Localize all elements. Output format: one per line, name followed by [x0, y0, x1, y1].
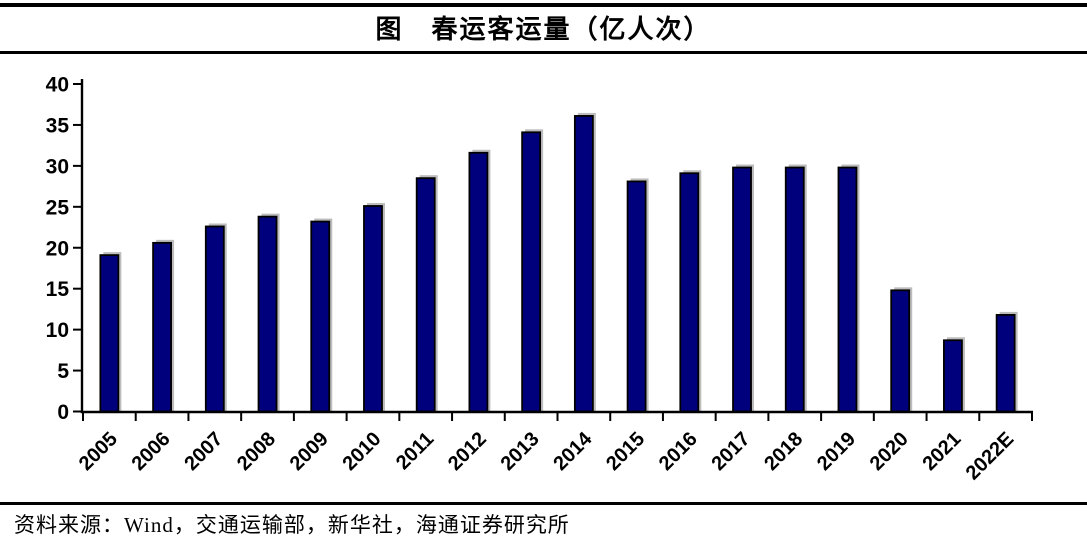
x-axis-label-2013: 2013 — [497, 428, 544, 475]
x-axis-label-2018: 2018 — [760, 428, 807, 475]
y-axis-label: 30 — [46, 155, 69, 178]
bar-2020 — [890, 289, 911, 413]
y-axis-label: 40 — [46, 74, 69, 97]
x-axis-label-2019: 2019 — [813, 428, 860, 475]
bar-chart: 0 5 10 15 20 25 30 35 40 2005 2006 2007 2008 2009 2010… — [46, 74, 1033, 484]
bar-2022E — [995, 313, 1016, 413]
bar-2017 — [732, 166, 752, 413]
y-axis-label: 35 — [46, 114, 70, 137]
source-divider — [0, 502, 1087, 505]
y-axis-label: 5 — [57, 360, 69, 383]
bar-2014 — [573, 115, 594, 413]
bar-2018 — [784, 166, 805, 413]
x-axis-label-2012: 2012 — [444, 428, 491, 475]
bar-2013 — [521, 131, 542, 413]
y-axis-label: 10 — [46, 319, 69, 342]
bar-2006 — [152, 241, 172, 413]
y-axis-label: 0 — [57, 401, 69, 424]
x-axis-label-2014: 2014 — [549, 427, 597, 475]
x-axis-label-2008: 2008 — [233, 428, 280, 475]
source-note: 资料来源：Wind，交通运输部，新华社，海通证券研究所 — [14, 513, 570, 537]
y-axis-label: 15 — [46, 278, 70, 301]
x-axis-label-2005: 2005 — [75, 428, 122, 475]
x-axis-label-2022E: 2022E — [962, 428, 1018, 484]
bar-2010 — [363, 205, 383, 413]
x-axis-label-2021: 2021 — [918, 428, 965, 475]
bar-2007 — [204, 225, 225, 413]
x-axis-label-2006: 2006 — [128, 428, 175, 475]
x-axis-label-2009: 2009 — [286, 428, 333, 475]
bar-2015 — [626, 180, 647, 413]
bar-2008 — [257, 215, 278, 413]
x-axis-label-2010: 2010 — [338, 428, 385, 475]
top-rule — [0, 3, 1087, 7]
title-divider — [0, 51, 1087, 54]
y-axis-label: 20 — [46, 237, 69, 260]
bar-2009 — [310, 220, 331, 413]
x-axis-label-2011: 2011 — [392, 428, 438, 474]
x-axis-label-2007: 2007 — [180, 428, 227, 475]
figure-title: 图 春运客运量（亿人次） — [375, 15, 712, 44]
y-axis-label: 25 — [46, 196, 70, 219]
bar-2016 — [679, 172, 700, 413]
x-axis-label-2016: 2016 — [655, 428, 702, 475]
x-axis-label-2015: 2015 — [602, 428, 649, 475]
bar-2012 — [468, 151, 489, 413]
bar-2021 — [943, 339, 963, 413]
bar-2011 — [415, 177, 436, 413]
x-axis-label-2017: 2017 — [708, 428, 755, 475]
bar-2019 — [837, 166, 858, 413]
x-axis-label-2020: 2020 — [866, 428, 913, 475]
bar-2005 — [99, 254, 120, 413]
